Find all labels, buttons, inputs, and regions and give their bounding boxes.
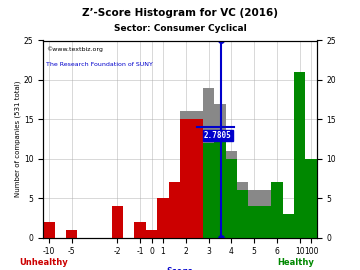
Bar <box>168 183 180 238</box>
Bar <box>283 214 294 238</box>
Bar <box>237 190 248 238</box>
Text: Healthy: Healthy <box>277 258 314 266</box>
X-axis label: Score: Score <box>167 267 193 270</box>
Bar <box>112 206 123 238</box>
Bar <box>294 72 305 238</box>
Bar <box>146 230 157 238</box>
Bar <box>180 112 192 238</box>
Bar <box>203 143 214 238</box>
Text: Sector: Consumer Cyclical: Sector: Consumer Cyclical <box>114 24 246 33</box>
Bar <box>192 119 203 238</box>
Bar <box>260 206 271 238</box>
Bar <box>271 183 283 238</box>
Bar <box>180 119 192 238</box>
Bar <box>214 104 226 238</box>
Bar <box>271 190 283 238</box>
Text: The Research Foundation of SUNY: The Research Foundation of SUNY <box>46 62 153 67</box>
Bar <box>66 230 77 238</box>
Text: Z’-Score Histogram for VC (2016): Z’-Score Histogram for VC (2016) <box>82 8 278 18</box>
Text: ©www.textbiz.org: ©www.textbiz.org <box>46 46 103 52</box>
Bar <box>43 222 55 238</box>
Bar <box>248 206 260 238</box>
Bar <box>305 159 317 238</box>
Bar <box>226 151 237 238</box>
Bar <box>134 222 146 238</box>
Bar <box>214 135 226 238</box>
Text: Unhealthy: Unhealthy <box>19 258 68 266</box>
Bar <box>157 214 168 238</box>
Bar <box>226 159 237 238</box>
Y-axis label: Number of companies (531 total): Number of companies (531 total) <box>14 81 21 197</box>
Bar <box>260 190 271 238</box>
Bar <box>157 198 168 238</box>
Bar <box>248 190 260 238</box>
Bar <box>192 112 203 238</box>
Bar <box>168 183 180 238</box>
Bar <box>237 183 248 238</box>
Text: 2.7805: 2.7805 <box>204 131 232 140</box>
Bar <box>203 88 214 238</box>
Bar <box>283 214 294 238</box>
